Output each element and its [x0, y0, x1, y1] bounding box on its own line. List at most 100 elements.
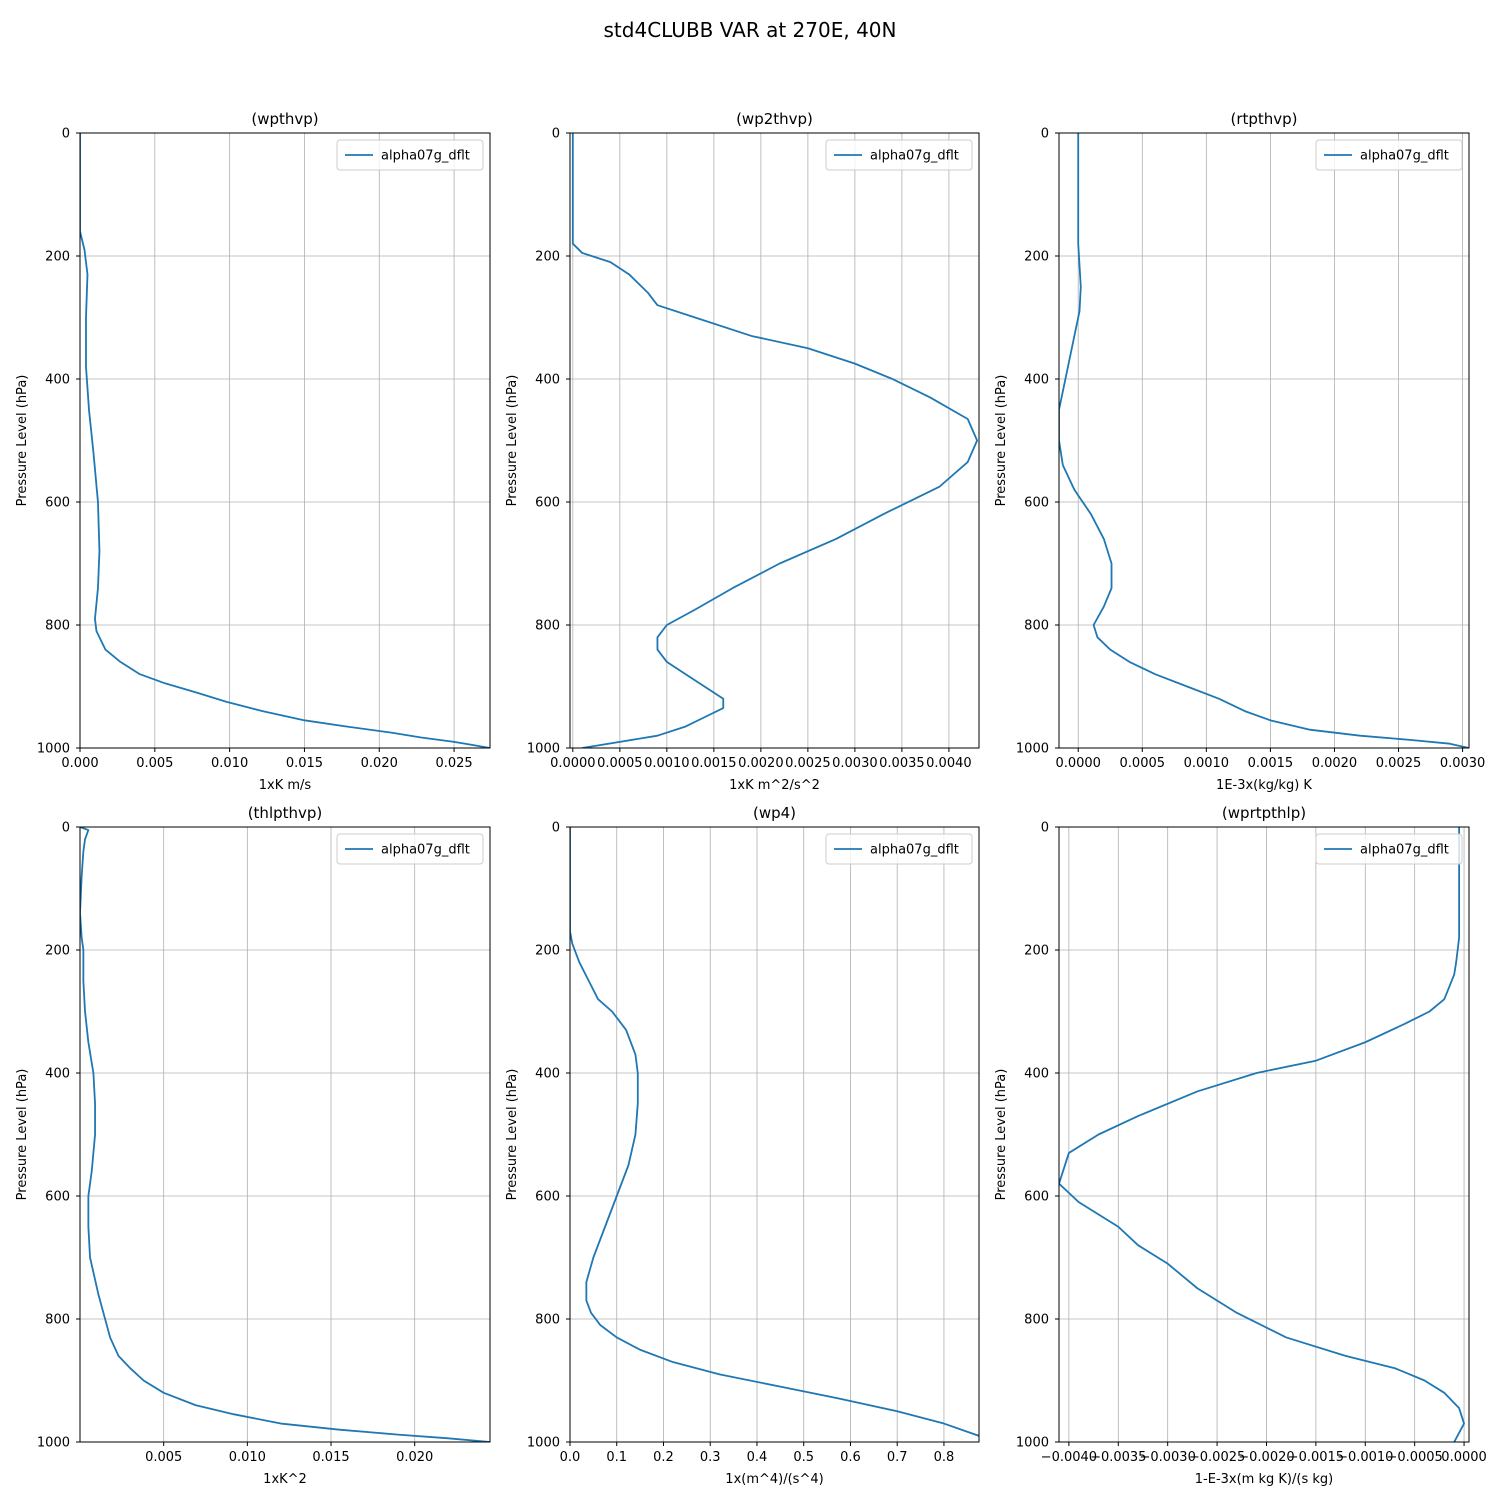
x-tick-label: 0.0005	[1120, 756, 1166, 771]
legend: alpha07g_dflt	[336, 139, 484, 171]
axes-frame	[569, 132, 980, 749]
legend-label: alpha07g_dflt	[1360, 843, 1449, 858]
y-tick-label: 0	[62, 821, 70, 836]
y-tick-label: 400	[45, 1067, 70, 1082]
x-tick-label: −0.0030	[1139, 1450, 1195, 1465]
legend-box	[336, 139, 484, 171]
x-axis-label: 1E-3x(kg/kg) K	[1216, 778, 1312, 793]
x-tick-label: 0.0025	[785, 756, 831, 771]
x-tick-label: 0.6	[840, 1450, 861, 1465]
y-tick-label: 1000	[527, 1436, 560, 1451]
y-tick-label: 400	[45, 373, 70, 388]
x-axis-label: 1xK^2	[263, 1472, 307, 1487]
x-axis-label: 1-E-3x(m kg K)/(s kg)	[1195, 1472, 1333, 1487]
legend-box	[1315, 139, 1463, 171]
x-axis-label: 1x(m^4)/(s^4)	[725, 1472, 823, 1487]
y-tick-label: 200	[1024, 944, 1049, 959]
x-tick-label: 0.0010	[644, 756, 690, 771]
y-tick-label: 600	[535, 496, 560, 511]
y-tick-label: 1000	[1016, 1436, 1049, 1451]
grid	[570, 132, 979, 749]
panel-1: 0.000 0.005 0.010 0.015 0.020 0.025 0 200 400 600…	[15, 110, 491, 793]
y-tick-label: 1000	[37, 742, 70, 757]
y-tick-label: 400	[1024, 1067, 1049, 1082]
grid	[1059, 826, 1469, 1443]
y-tick-label: 200	[45, 944, 70, 959]
x-tick-label: 0.4	[747, 1450, 768, 1465]
axes-frame	[569, 826, 980, 1443]
y-tick-label: 800	[535, 1313, 560, 1328]
x-tick-label: 0.0030	[1440, 756, 1486, 771]
y-tick-label: 1000	[527, 742, 560, 757]
x-axis-label: 1xK m^2/s^2	[729, 778, 820, 793]
x-tick-label: −0.0025	[1189, 1450, 1245, 1465]
y-tick-label: 200	[535, 944, 560, 959]
x-tick-label: 0.2	[653, 1450, 674, 1465]
series-line-1	[570, 827, 979, 1437]
x-axis-label: 1xK m/s	[259, 778, 312, 793]
grid	[569, 826, 979, 1443]
x-tick-label: 0.0015	[691, 756, 737, 771]
y-tick-label: 0	[552, 821, 560, 836]
axes-frame	[79, 826, 491, 1443]
x-tick-label: 0.015	[286, 756, 323, 771]
y-tick-label: 200	[535, 250, 560, 265]
y-axis-label: Pressure Level (hPa)	[15, 1069, 30, 1201]
x-tick-label: 0.0030	[832, 756, 878, 771]
y-tick-label: 800	[1024, 1313, 1049, 1328]
x-tick-label: 0.8	[934, 1450, 955, 1465]
x-tick-label: 0.005	[145, 1450, 182, 1465]
panel-title: (thlpthvp)	[248, 804, 323, 822]
y-axis-label: Pressure Level (hPa)	[505, 375, 520, 507]
panel-5: 0.0 0.1 0.2 0.3 0.4 0.5 0.6 0.7 0.8 0 200 400 600 800…	[505, 804, 980, 1487]
legend: alpha07g_dflt	[825, 833, 973, 865]
legend-label: alpha07g_dflt	[870, 843, 959, 858]
y-axis-label: Pressure Level (hPa)	[505, 1069, 520, 1201]
x-tick-label: 0.0000	[1441, 1450, 1487, 1465]
x-tick-label: −0.0040	[1041, 1450, 1097, 1465]
axes-frame	[79, 132, 491, 749]
y-tick-label: 800	[535, 619, 560, 634]
y-tick-label: 1000	[37, 1436, 70, 1451]
panel-title: (wp2thvp)	[736, 110, 813, 128]
y-tick-label: 800	[1024, 619, 1049, 634]
legend-label: alpha07g_dflt	[1360, 149, 1449, 164]
series-line-1	[571, 133, 979, 748]
legend: alpha07g_dflt	[1315, 833, 1463, 865]
x-tick-label: −0.0015	[1288, 1450, 1344, 1465]
x-tick-label: 0.0025	[1376, 756, 1422, 771]
legend: alpha07g_dflt	[336, 833, 484, 865]
panel-6: −0.0040−0.0035−0.0030−0.0025−0.0020−0.00…	[994, 804, 1487, 1487]
x-tick-label: 0.5	[793, 1450, 814, 1465]
y-tick-label: 0	[1041, 821, 1049, 836]
y-tick-label: 600	[45, 496, 70, 511]
panel-title: (wp4)	[753, 804, 796, 822]
x-tick-label: 0.025	[435, 756, 472, 771]
y-tick-label: 600	[1024, 496, 1049, 511]
x-tick-label: 0.0010	[1184, 756, 1230, 771]
legend-box	[1315, 833, 1463, 865]
y-tick-label: 600	[45, 1190, 70, 1205]
legend-box	[825, 139, 973, 171]
y-tick-label: 0	[1041, 127, 1049, 142]
x-tick-label: 0.3	[700, 1450, 721, 1465]
x-tick-label: −0.0020	[1238, 1450, 1294, 1465]
panel-4: 0.005 0.010 0.015 0.020 0 200 400 600 800 1000 (th…	[15, 804, 491, 1487]
x-tick-label: 0.000	[61, 756, 98, 771]
y-tick-label: 800	[45, 619, 70, 634]
x-tick-label: 0.0040	[926, 756, 972, 771]
x-tick-label: −0.0010	[1337, 1450, 1393, 1465]
y-tick-label: 400	[535, 373, 560, 388]
legend-label: alpha07g_dflt	[381, 843, 470, 858]
x-tick-label: 0.0000	[550, 756, 596, 771]
y-axis-label: Pressure Level (hPa)	[994, 375, 1009, 507]
legend-box	[336, 833, 484, 865]
legend-label: alpha07g_dflt	[870, 149, 959, 164]
legend: alpha07g_dflt	[1315, 139, 1463, 171]
x-tick-label: 0.0	[560, 1450, 581, 1465]
x-tick-label: 0.010	[211, 756, 248, 771]
y-tick-label: 200	[1024, 250, 1049, 265]
x-tick-label: 0.7	[887, 1450, 908, 1465]
y-tick-label: 800	[45, 1313, 70, 1328]
legend: alpha07g_dflt	[825, 139, 973, 171]
